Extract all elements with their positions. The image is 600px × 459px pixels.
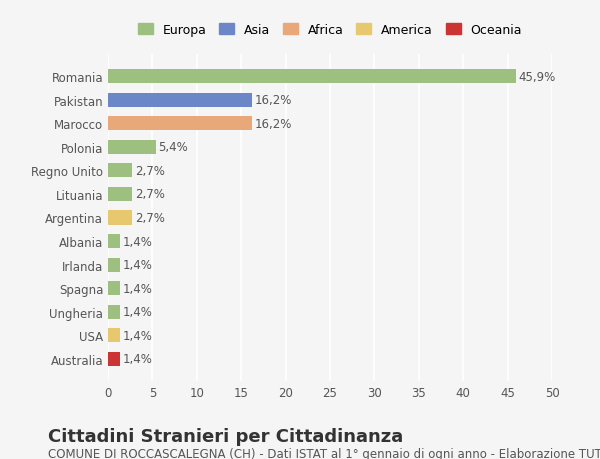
Bar — [108, 187, 132, 202]
Legend: Europa, Asia, Africa, America, Oceania: Europa, Asia, Africa, America, Oceania — [133, 19, 527, 42]
Text: 1,4%: 1,4% — [123, 258, 153, 272]
Text: 2,7%: 2,7% — [134, 188, 164, 201]
Bar — [108, 305, 121, 319]
Bar — [108, 235, 121, 249]
Text: 45,9%: 45,9% — [518, 71, 556, 84]
Bar — [108, 211, 132, 225]
Text: 1,4%: 1,4% — [123, 353, 153, 365]
Text: 1,4%: 1,4% — [123, 282, 153, 295]
Bar — [108, 352, 121, 366]
Bar — [108, 93, 252, 107]
Text: 5,4%: 5,4% — [158, 141, 188, 154]
Bar — [108, 281, 121, 296]
Text: 16,2%: 16,2% — [254, 94, 292, 107]
Text: 1,4%: 1,4% — [123, 329, 153, 342]
Text: 1,4%: 1,4% — [123, 235, 153, 248]
Text: Cittadini Stranieri per Cittadinanza: Cittadini Stranieri per Cittadinanza — [48, 427, 403, 445]
Text: COMUNE DI ROCCASCALEGNA (CH) - Dati ISTAT al 1° gennaio di ogni anno - Elaborazi: COMUNE DI ROCCASCALEGNA (CH) - Dati ISTA… — [48, 448, 600, 459]
Bar — [108, 258, 121, 272]
Text: 2,7%: 2,7% — [134, 164, 164, 178]
Bar — [108, 140, 156, 155]
Text: 2,7%: 2,7% — [134, 212, 164, 224]
Bar — [108, 164, 132, 178]
Bar — [108, 117, 252, 131]
Bar — [108, 70, 515, 84]
Text: 16,2%: 16,2% — [254, 118, 292, 130]
Bar — [108, 329, 121, 343]
Text: 1,4%: 1,4% — [123, 306, 153, 319]
